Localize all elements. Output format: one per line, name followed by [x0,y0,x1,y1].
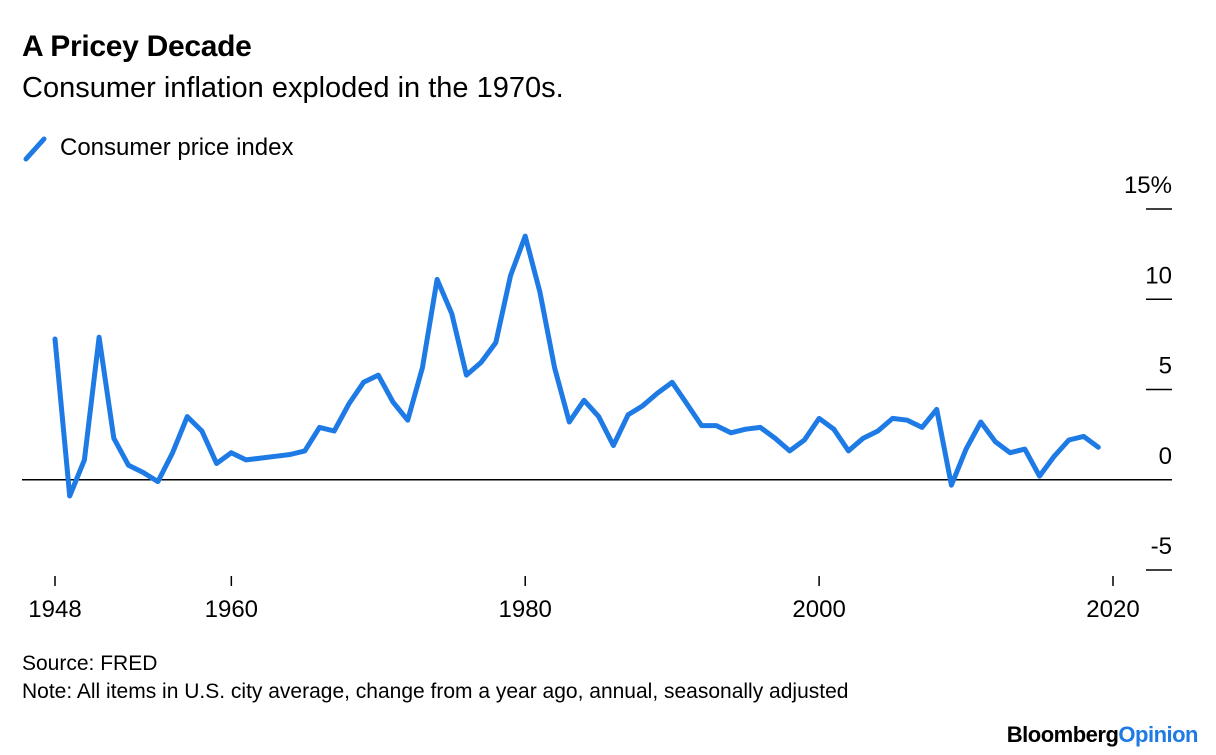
x-tick-label: 2000 [792,596,845,623]
cpi-data-point [258,456,263,461]
cpi-data-point [802,438,807,443]
cpi-data-point [920,425,925,430]
cpi-data-point [758,425,763,430]
cpi-data-point [199,429,204,434]
cpi-data-point [846,448,851,453]
cpi-data-point [684,401,689,406]
cpi-data-point [405,418,410,423]
chart-title: A Pricey Decade [22,30,252,63]
cpi-data-point [420,365,425,370]
cpi-data-point [934,407,939,412]
cpi-data-point [332,429,337,434]
cpi-data-point [53,337,58,342]
y-tick-label: 15% [1124,172,1172,199]
chart-note: Note: All items in U.S. city average, ch… [22,680,849,703]
x-tick-label: 1948 [28,596,81,623]
cpi-data-point [978,420,983,425]
cpi-data-point [1022,447,1027,452]
cpi-data-point [773,436,778,441]
legend-line-swatch-icon [23,136,47,162]
y-tick-label: 10 [1145,262,1172,289]
cpi-data-point [67,494,72,499]
cpi-data-point [1008,450,1013,455]
cpi-data-point [97,335,102,340]
cpi-data-point [464,373,469,378]
brand-main: Bloomberg [1006,722,1119,747]
cpi-data-point [244,457,249,462]
cpi-data-point [964,447,969,452]
cpi-data-point [655,391,660,396]
cpi-data-point [993,439,998,444]
cpi-data-point [714,423,719,428]
cpi-data-point [626,412,631,417]
cpi-data-point [1037,474,1042,479]
cpi-data-point [376,373,381,378]
cpi-data-point [905,418,910,423]
cpi-data-point [155,479,160,484]
cpi-data-point [1096,445,1101,450]
chart-source: Source: FRED [22,652,158,675]
cpi-data-point [831,427,836,432]
cpi-data-point [1081,434,1086,439]
cpi-data-point [949,483,954,488]
cpi-data-point [596,414,601,419]
cpi-data-point [302,448,307,453]
cpi-data-point [508,273,513,278]
cpi-data-point [170,450,175,455]
cpi-data-point [1066,438,1071,443]
cpi-data-point [523,234,528,239]
cpi-data-point [728,430,733,435]
cpi-data-point [273,454,278,459]
cpi-data-point [111,436,116,441]
x-tick-label: 1980 [499,596,552,623]
cpi-data-point [141,470,146,475]
cpi-data-point [449,311,454,316]
y-tick-label: 0 [1159,443,1172,470]
cpi-data-point [479,360,484,365]
cpi-data-point [126,463,131,468]
cpi-data-point [346,401,351,406]
cpi-data-point [787,448,792,453]
cpi-data-point [493,340,498,345]
cpi-data-point [861,436,866,441]
cpi-data-point [185,414,190,419]
y-tick-label: 5 [1159,353,1172,380]
cpi-data-point [699,423,704,428]
cpi-data-point [743,427,748,432]
cpi-data-point [890,416,895,421]
x-tick-label: 2020 [1086,596,1139,623]
brand-accent: Opinion [1118,722,1198,747]
cpi-data-point [317,425,322,430]
cpi-data-point [361,380,366,385]
cpi-data-point [391,400,396,405]
cpi-data-point [537,290,542,295]
cpi-data-point [567,420,572,425]
cpi-data-point [640,403,645,408]
cpi-data-point [435,277,440,282]
y-tick-label: -5 [1151,533,1172,560]
cpi-data-point [582,398,587,403]
cpi-data-point [214,461,219,466]
cpi-data-point [1052,454,1057,459]
cpi-data-point [875,429,880,434]
cpi-data-point [611,443,616,448]
cpi-data-point [229,450,234,455]
x-tick-label: 1960 [205,596,258,623]
cpi-data-point [817,416,822,421]
cpi-series-line [52,233,1101,499]
legend-label: Consumer price index [60,134,294,161]
cpi-data-point [288,452,293,457]
bloomberg-opinion-logo: BloombergOpinion [1006,722,1199,748]
chart-subtitle: Consumer inflation exploded in the 1970s… [22,72,564,104]
cpi-data-point [552,365,557,370]
chart-legend: Consumer price index [22,133,293,163]
cpi-data-point [82,457,87,462]
cpi-data-point [670,380,675,385]
